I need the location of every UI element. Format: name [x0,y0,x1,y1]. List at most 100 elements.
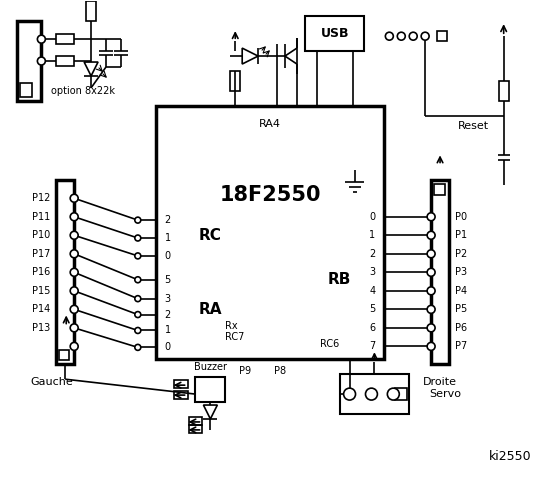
Circle shape [70,194,78,202]
Text: P13: P13 [32,323,50,333]
Text: 1: 1 [165,233,171,243]
Circle shape [385,32,393,40]
Bar [56,180,74,364]
Circle shape [70,305,78,313]
Circle shape [70,231,78,239]
Circle shape [70,268,78,276]
Text: ki2550: ki2550 [489,450,531,463]
Circle shape [427,305,435,313]
Text: P15: P15 [32,286,50,296]
Text: 0: 0 [369,212,375,222]
Circle shape [70,287,78,295]
Text: 3: 3 [369,267,375,277]
Text: 6: 6 [369,323,375,333]
Circle shape [135,327,141,334]
Text: Reset: Reset [458,120,489,131]
Circle shape [70,213,78,221]
Circle shape [427,250,435,258]
Text: P6: P6 [455,323,467,333]
Text: 0: 0 [165,342,171,352]
Circle shape [70,324,78,332]
Circle shape [387,388,399,400]
Text: 0: 0 [165,251,171,261]
Text: 2: 2 [369,249,375,259]
Text: Buzzer: Buzzer [194,362,227,372]
Circle shape [135,217,141,223]
Circle shape [38,57,45,65]
Text: RC6: RC6 [320,339,340,349]
Polygon shape [204,405,217,419]
Circle shape [135,344,141,350]
Bar [174,391,187,399]
Text: P16: P16 [32,267,50,277]
Circle shape [427,287,435,295]
Circle shape [409,32,417,40]
Polygon shape [84,62,98,76]
Text: P11: P11 [32,212,50,222]
Circle shape [421,32,429,40]
Text: Rx: Rx [225,321,238,331]
Bar [230,71,240,91]
Text: P8: P8 [274,366,286,376]
Text: option 8x22k: option 8x22k [51,86,116,96]
Bar [156,106,384,360]
Circle shape [135,253,141,259]
Text: P14: P14 [32,304,50,314]
Text: RC: RC [199,228,222,242]
Text: P0: P0 [455,212,467,222]
Circle shape [135,312,141,318]
Text: P5: P5 [455,304,467,314]
Text: Gauche: Gauche [30,377,72,387]
Circle shape [343,388,356,400]
Text: P4: P4 [455,286,467,296]
Text: P7: P7 [455,341,467,351]
Circle shape [135,296,141,301]
Bar [395,388,407,400]
Text: P1: P1 [455,230,467,240]
Text: 5: 5 [164,275,171,285]
Circle shape [38,35,45,43]
Text: 4: 4 [369,286,375,296]
Bar [59,350,69,360]
Text: P3: P3 [455,267,467,277]
Text: RA4: RA4 [259,119,281,129]
Circle shape [427,231,435,239]
Bar [86,1,96,21]
Text: 1: 1 [369,230,375,240]
Bar [17,21,41,101]
Text: 7: 7 [369,341,375,351]
Circle shape [70,250,78,258]
Circle shape [397,32,405,40]
Text: P9: P9 [239,366,251,376]
Circle shape [427,268,435,276]
Text: 5: 5 [369,304,375,314]
Text: P10: P10 [32,230,50,240]
Circle shape [427,342,435,350]
Circle shape [70,342,78,350]
Text: 2: 2 [164,215,171,225]
Text: P12: P12 [32,193,50,203]
Polygon shape [242,48,258,64]
Bar [189,417,202,425]
Circle shape [366,388,377,400]
Text: Servo: Servo [429,389,461,399]
Bar [195,377,225,402]
Bar [189,425,202,433]
Bar [499,81,509,101]
Circle shape [427,324,435,332]
Text: P17: P17 [32,249,50,259]
Circle shape [135,235,141,241]
Bar [174,380,187,388]
Text: P2: P2 [455,249,467,259]
Text: RC7: RC7 [225,333,244,342]
Text: 1: 1 [165,325,171,336]
Text: Droite: Droite [423,377,457,387]
Text: RA: RA [199,302,222,317]
Bar [20,83,33,97]
Text: 18F2550: 18F2550 [220,185,321,205]
Bar [56,34,74,44]
Bar [56,56,74,66]
Circle shape [427,213,435,221]
Bar [305,16,364,51]
Text: 3: 3 [165,294,171,304]
